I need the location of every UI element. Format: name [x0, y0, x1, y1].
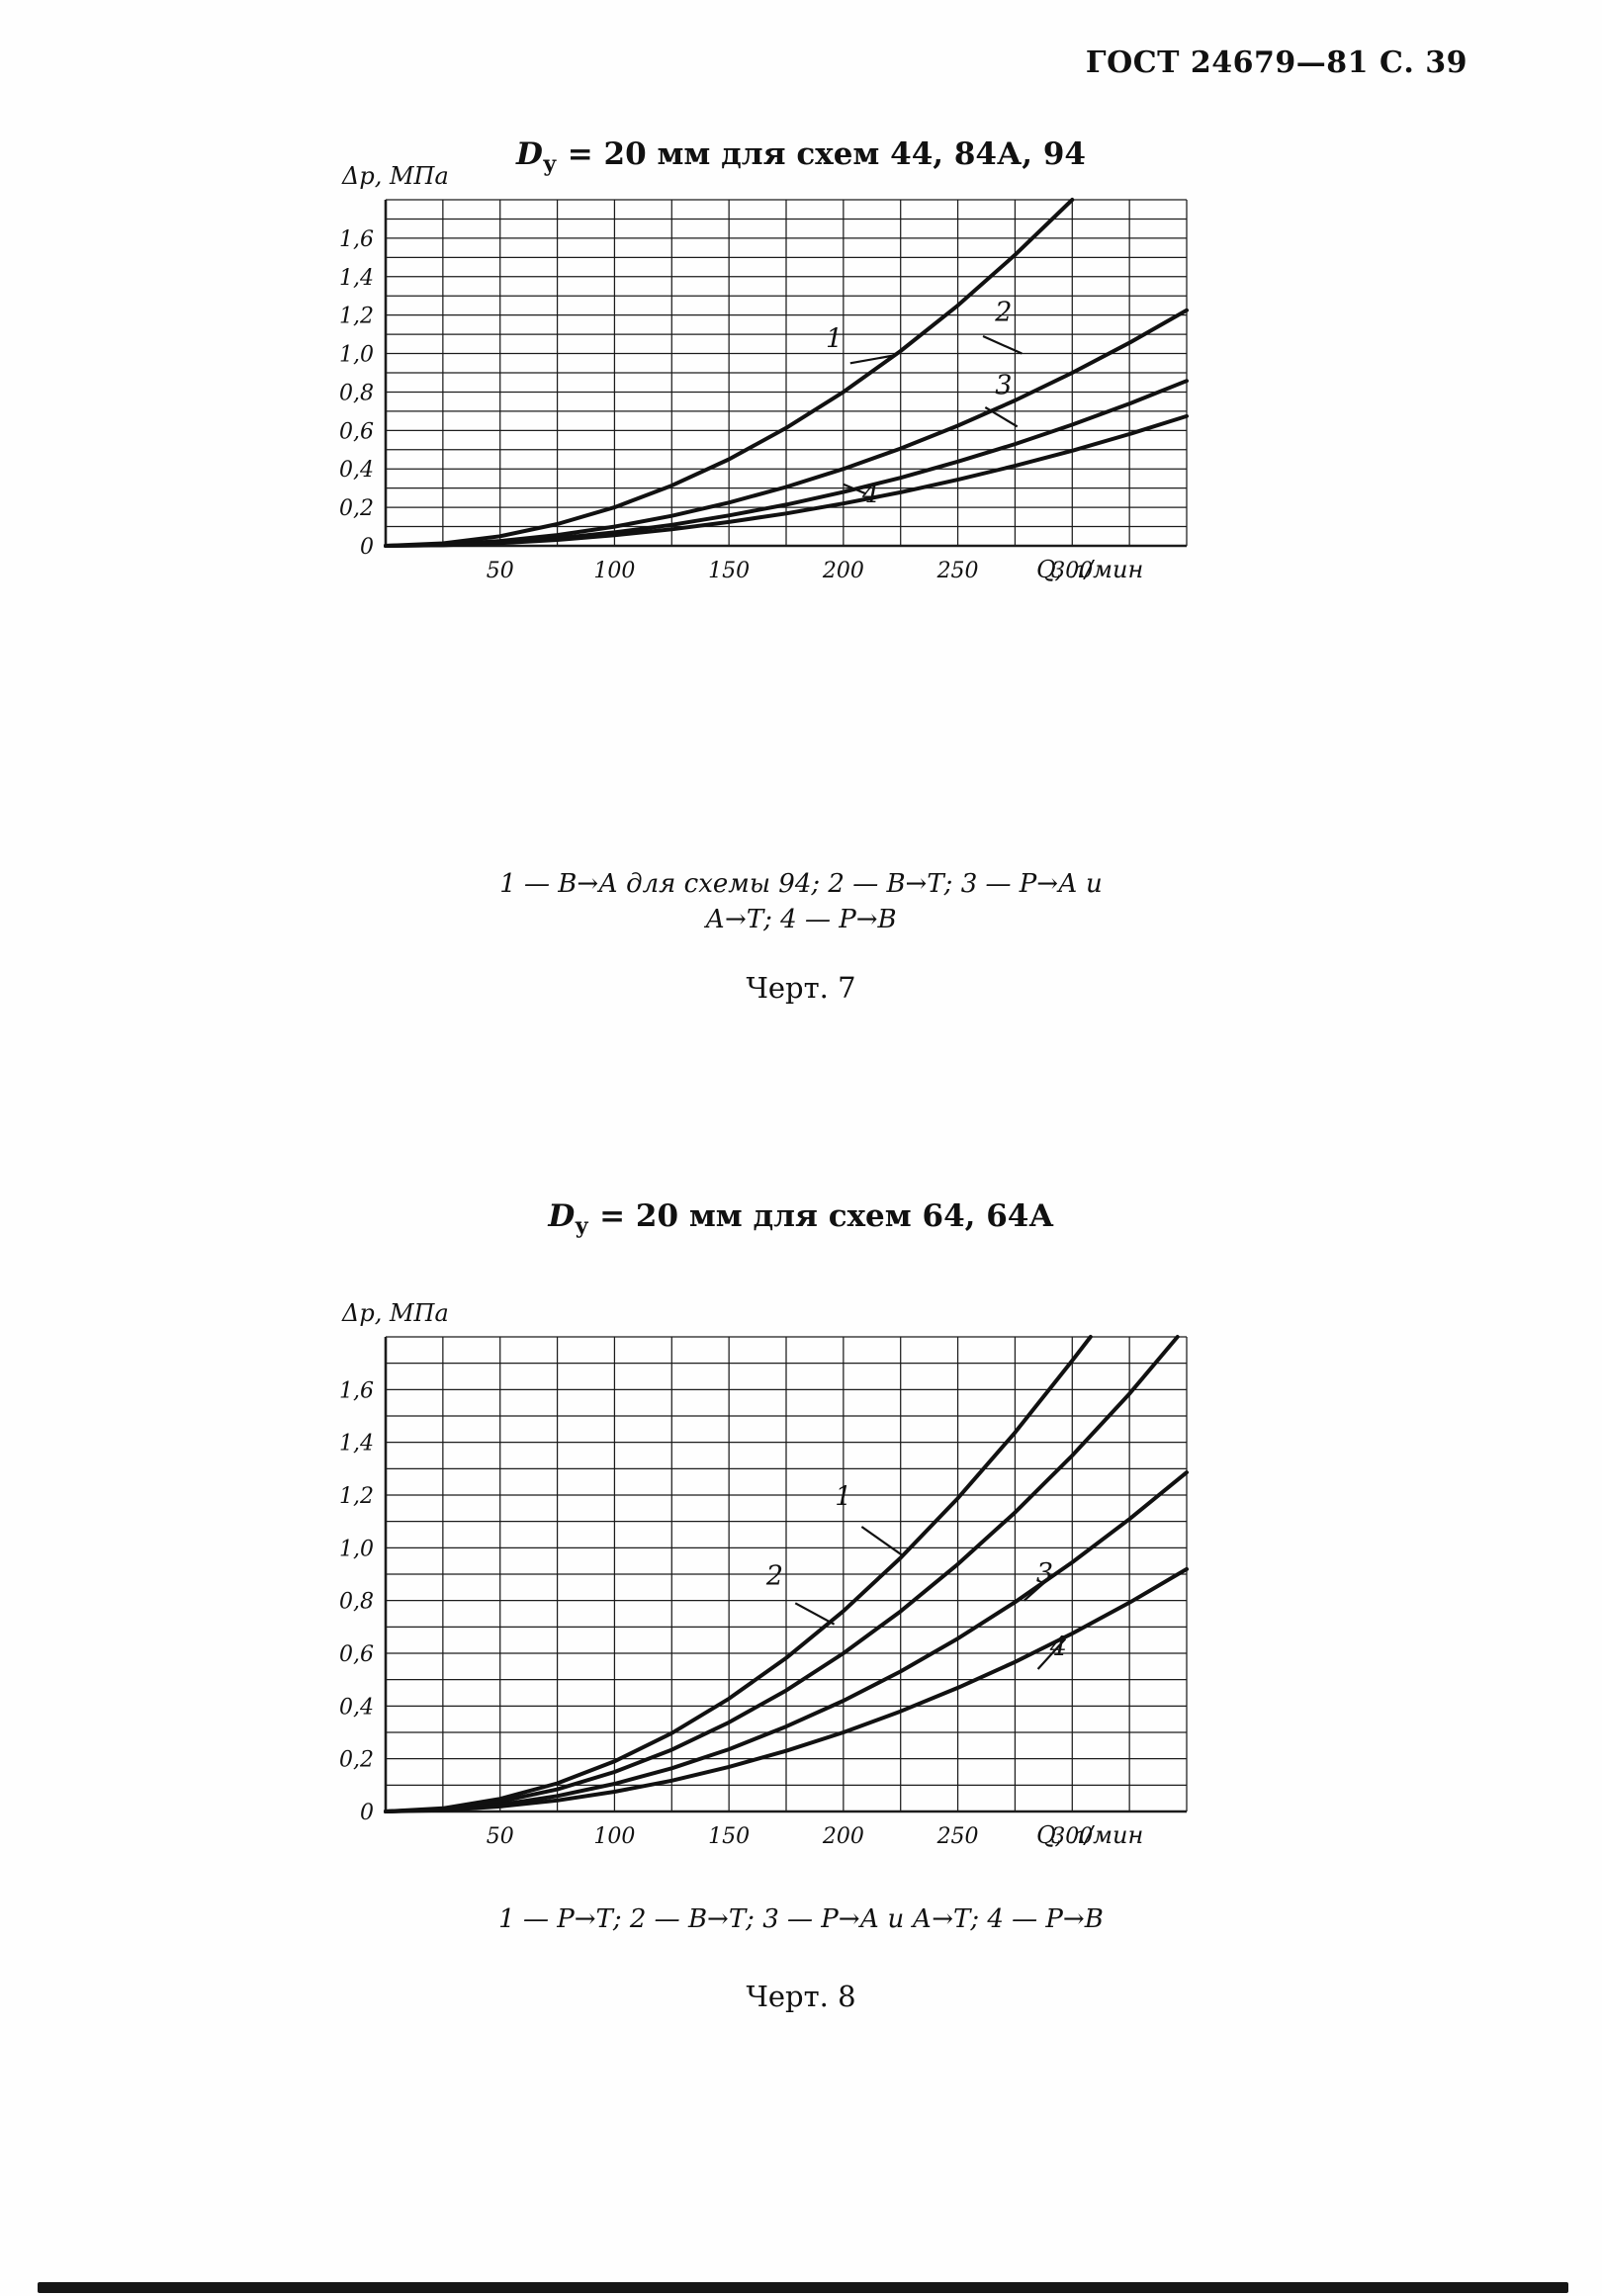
figure7-number: Черт. 7	[746, 971, 856, 1005]
figure7-title-text: = 20 мм для схем 44, 84А, 94	[556, 136, 1086, 172]
y-tick-label: 1,0	[339, 1537, 374, 1561]
scan-edge-artifact	[38, 2282, 1568, 2293]
y-tick-label: 1,2	[339, 305, 374, 329]
curve-4	[384, 413, 1189, 548]
y-tick-label: 0,8	[339, 381, 374, 405]
figure7-caption-line1: 1 — В→А для схемы 94; 2 — В→Т; 3 — Р→А и	[499, 869, 1103, 899]
curve-number-label: 2	[994, 298, 1012, 328]
x-tick-label: 100	[593, 559, 635, 583]
curve-1	[384, 1335, 1093, 1813]
figure7-caption: 1 — В→А для схемы 94; 2 — В→Т; 3 — Р→А и…	[0, 866, 1602, 938]
curve-number-label: 4	[1049, 1633, 1067, 1663]
figure7-caption-line2: А→Т; 4 — Р→В	[705, 905, 897, 935]
x-tick-label: 200	[822, 559, 864, 583]
y-tick-label: 1,6	[339, 1378, 374, 1403]
curve-label-leader	[984, 406, 1019, 428]
figure8-title-subscript: у	[575, 1213, 589, 1240]
y-tick-label: 0,2	[339, 1748, 374, 1773]
figure8-caption: 1 — Р→Т; 2 — В→Т; 3 — Р→А и А→Т; 4 — Р→В	[0, 1901, 1602, 1937]
x-axis-title: Q, л/мин	[1036, 1821, 1143, 1849]
figure7-chart: 0 0,2 0,4 0,6 0,8 1,0 1,2 1,4 1,6 50 100 150 200 250 3…	[339, 162, 1189, 583]
x-tick-label: 100	[593, 1824, 635, 1849]
x-tick-label: 50	[487, 559, 514, 583]
figure8-number: Черт. 8	[746, 1980, 856, 2013]
curve-label-leader	[982, 335, 1023, 355]
curve-1	[384, 198, 1075, 548]
x-tick-label: 150	[708, 1824, 750, 1849]
x-tick-label: 300	[1051, 1824, 1093, 1849]
y-axis-title: Δp, МПа	[341, 162, 449, 190]
curve-2	[384, 308, 1189, 548]
x-tick-label: 250	[936, 1824, 979, 1849]
figure8-title: Dу = 20 мм для схем 64, 64А	[0, 1198, 1602, 1239]
x-tick-label: 200	[822, 1824, 864, 1849]
y-tick-label: 0,8	[339, 1590, 374, 1615]
figure8-chart: 0 0,2 0,4 0,6 0,8 1,0 1,2 1,4 1,6 50 100 150 200 250 3…	[339, 1299, 1189, 1849]
x-tick-label: 250	[936, 559, 979, 583]
curve-label-leader	[1023, 1573, 1055, 1602]
figure8-title-symbol: D	[548, 1198, 576, 1234]
curve-number-label: 1	[835, 1482, 851, 1513]
x-tick-label: 300	[1051, 559, 1093, 583]
x-axis-title: Q, л/мин	[1036, 556, 1143, 583]
y-axis-title: Δp, МПа	[341, 1299, 449, 1327]
curve-number-label: 3	[995, 370, 1012, 400]
y-tick-label: 1,4	[339, 1432, 374, 1457]
y-tick-label: 1,4	[339, 266, 374, 291]
curve-label-leader	[794, 1602, 836, 1626]
figure7-title-subscript: у	[542, 151, 557, 178]
y-tick-label: 0	[360, 535, 374, 560]
curve-2	[384, 1335, 1180, 1813]
x-tick-label: 150	[708, 559, 750, 583]
curve-number-label: 4	[861, 479, 879, 509]
figure8-title-text: = 20 мм для схем 64, 64А	[588, 1198, 1054, 1234]
curve-label-leader	[843, 483, 867, 495]
y-tick-label: 0,2	[339, 496, 374, 521]
y-tick-label: 1,0	[339, 343, 374, 368]
y-tick-label: 0	[360, 1801, 374, 1825]
figure7-title: Dу = 20 мм для схем 44, 84А, 94	[0, 136, 1602, 177]
y-tick-label: 0,6	[339, 419, 374, 444]
y-tick-label: 1,2	[339, 1484, 374, 1509]
curve-4	[384, 1566, 1189, 1813]
curve-label-leader	[860, 1526, 904, 1557]
curve-number-label: 2	[765, 1561, 783, 1592]
figure8-caption-line1: 1 — Р→Т; 2 — В→Т; 3 — Р→А и А→Т; 4 — Р→В	[498, 1904, 1104, 1934]
curve-number-label: 1	[826, 324, 843, 355]
figure7-title-symbol: D	[516, 136, 543, 172]
curve-label-leader	[1036, 1637, 1067, 1670]
y-tick-label: 1,6	[339, 227, 374, 252]
curve-number-label: 3	[1036, 1558, 1053, 1589]
page-header: ГОСТ 24679—81 С. 39	[1085, 45, 1468, 80]
y-tick-label: 0,4	[339, 458, 374, 483]
curve-label-leader	[849, 354, 894, 365]
y-tick-label: 0,4	[339, 1695, 374, 1720]
x-tick-label: 50	[487, 1824, 514, 1849]
y-tick-label: 0,6	[339, 1642, 374, 1667]
